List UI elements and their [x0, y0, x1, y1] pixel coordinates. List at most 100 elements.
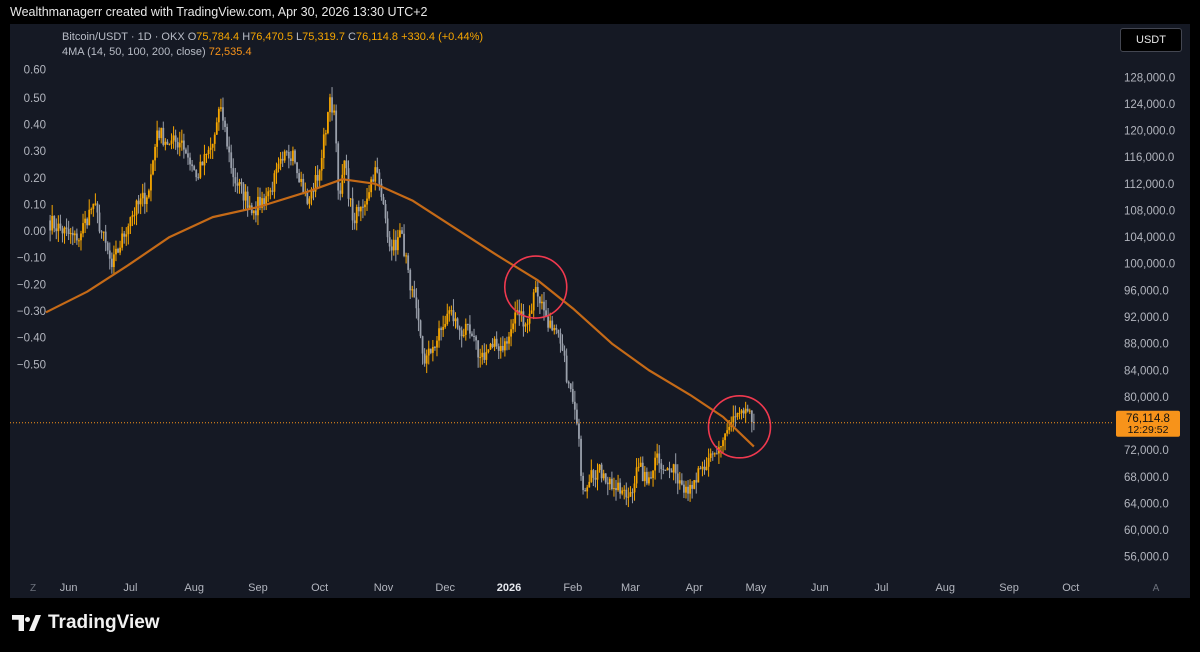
candle-body	[514, 312, 517, 324]
candle-body	[547, 316, 550, 328]
candle-body	[108, 250, 111, 259]
candle-body	[248, 205, 251, 208]
currency-button[interactable]: USDT	[1120, 28, 1182, 52]
candle-body	[497, 346, 500, 351]
candle-body	[623, 489, 626, 491]
right-tick-label: 96,000.0	[1124, 285, 1169, 297]
left-tick-label: −0.30	[17, 306, 46, 318]
candle-body	[619, 482, 622, 494]
nav-left-label[interactable]: Z	[30, 583, 36, 594]
candle-body	[254, 210, 257, 216]
candle-body	[281, 158, 284, 161]
legend-row-ma: 4MA (14, 50, 100, 200, close) 72,535.4	[62, 45, 483, 60]
candle-body	[645, 471, 648, 484]
candle-body	[310, 189, 313, 199]
candle-body	[287, 152, 290, 159]
legend-ma-label: 4MA (14, 50, 100, 200, close)	[62, 46, 206, 58]
candle-body	[63, 227, 66, 234]
legend-close-label: C	[348, 31, 356, 43]
candle-body	[366, 198, 368, 205]
candle-body	[590, 470, 593, 482]
candle-body	[289, 158, 292, 162]
x-tick-label: Sep	[248, 582, 268, 594]
candle-body	[102, 231, 105, 233]
candle-body	[232, 168, 235, 178]
candle-body	[438, 328, 440, 341]
candle-body	[458, 327, 461, 331]
candle-body	[413, 289, 416, 298]
candle-body	[617, 482, 619, 491]
candle-body	[106, 242, 109, 251]
price-badge-countdown: 12:29:52	[1128, 424, 1169, 436]
candle-body	[526, 323, 529, 325]
candle-body	[314, 174, 317, 192]
right-axis: 128,000.0 124,000.0 120,000.0 116,000.0 112,…	[1124, 72, 1175, 563]
candle-body	[121, 233, 124, 248]
candle-body	[602, 473, 605, 479]
left-tick-label: 0.20	[24, 173, 46, 185]
tradingview-logo[interactable]: TradingView	[12, 612, 160, 634]
candle-body	[180, 140, 183, 143]
candle-body	[555, 328, 558, 330]
candle-body	[176, 141, 179, 148]
candle-body	[473, 336, 475, 338]
candle-body	[423, 353, 426, 364]
candle-body	[129, 217, 132, 227]
candle-body	[501, 345, 504, 351]
candle-body	[407, 255, 410, 270]
candle-body	[160, 127, 163, 139]
candle-body	[481, 352, 484, 357]
candle-body	[464, 323, 467, 335]
candle-body	[639, 462, 642, 467]
chart-panel[interactable]: 0.60 0.50 0.40 0.30 0.20 0.10 0.00 −0.10 −0.20 −0…	[10, 24, 1190, 598]
candle-body	[205, 154, 208, 156]
candle-body	[57, 223, 60, 232]
candle-body	[466, 323, 469, 325]
candle-body	[734, 416, 737, 418]
candle-body	[567, 381, 570, 384]
candle-body	[384, 204, 387, 219]
left-tick-label: −0.40	[17, 333, 46, 345]
candle-body	[117, 248, 119, 253]
candle-body	[174, 135, 177, 142]
candle-body	[82, 223, 84, 234]
candle-body	[189, 157, 191, 165]
left-tick-label: 0.50	[24, 93, 46, 105]
candle-body	[715, 453, 718, 455]
moving-average	[45, 178, 755, 448]
x-tick-label: May	[746, 582, 767, 594]
candle-body	[703, 466, 706, 471]
candle-body	[586, 487, 589, 492]
candle-body	[613, 488, 615, 490]
candle-body	[621, 490, 624, 494]
candle-body	[88, 209, 91, 226]
candle-body	[678, 480, 681, 484]
candle-body	[522, 311, 525, 327]
candle-body	[419, 320, 422, 337]
candle-body	[748, 410, 751, 412]
candle-body	[259, 196, 261, 208]
candle-body	[378, 172, 381, 184]
nav-right-label[interactable]: A	[1153, 583, 1160, 594]
candle-body	[578, 423, 580, 439]
candle-body	[707, 457, 710, 467]
candle-body	[615, 488, 617, 491]
tradingview-logo-icon	[12, 613, 42, 633]
candle-body	[145, 197, 148, 205]
right-tick-label: 108,000.0	[1124, 205, 1175, 217]
candle-body	[499, 345, 502, 351]
candle-body	[137, 200, 140, 205]
candle-body	[633, 483, 636, 493]
candle-body	[600, 464, 603, 479]
candle-body	[300, 178, 303, 182]
x-tick-label: Sep	[999, 582, 1019, 594]
price-chart[interactable]: 0.60 0.50 0.40 0.30 0.20 0.10 0.00 −0.10 −0.20 −0…	[10, 24, 1190, 598]
candle-body	[357, 207, 360, 212]
candle-body	[425, 355, 428, 364]
footer: TradingView	[0, 598, 1200, 652]
candle-body	[452, 310, 455, 322]
candle-body	[265, 196, 268, 205]
candle-body	[320, 158, 323, 171]
candle-body	[234, 177, 237, 184]
candle-body	[713, 453, 716, 455]
